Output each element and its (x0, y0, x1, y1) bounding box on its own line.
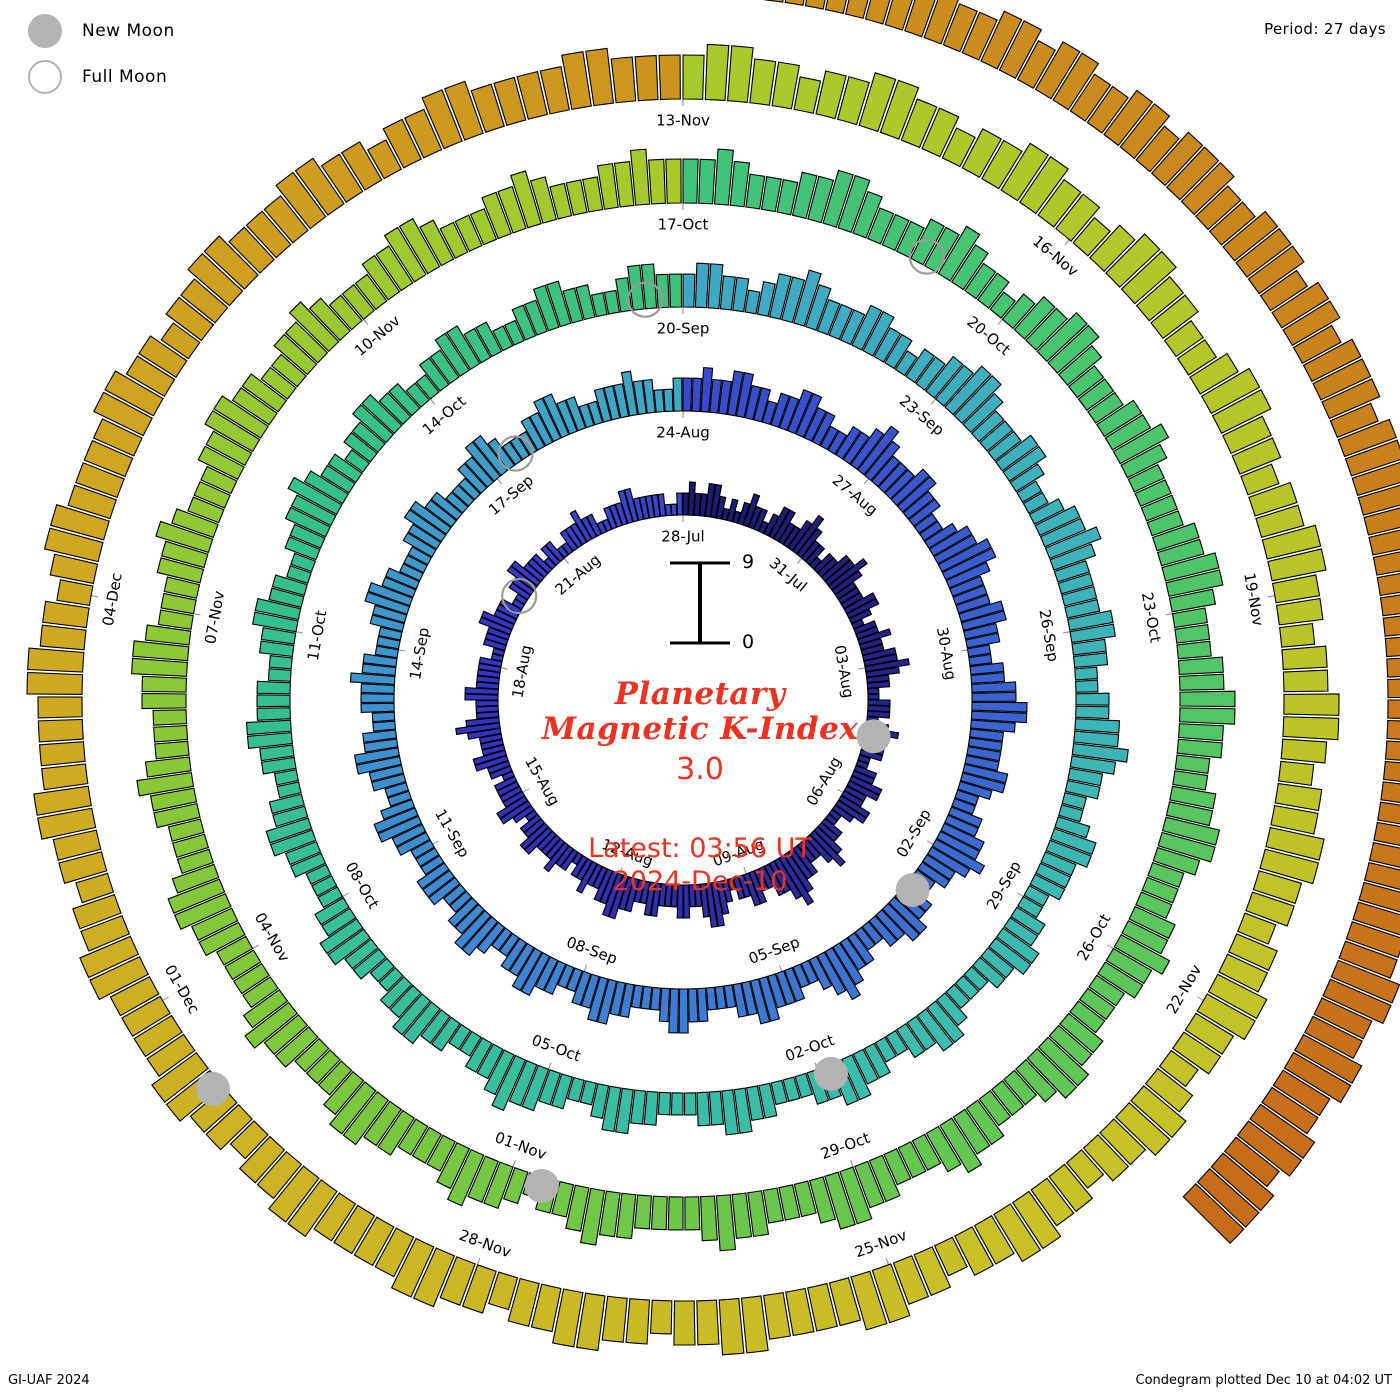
legend-label-new-moon: New Moon (82, 21, 175, 41)
kp-ring-0 (455, 481, 910, 928)
date-tick-label: 23-Oct (1138, 591, 1165, 644)
period-label: Period: 27 days (1264, 20, 1386, 38)
date-tick-label: 13-Nov (656, 112, 710, 130)
new-moon-icon (895, 872, 930, 907)
kp-bars-layer (26, 0, 1400, 1356)
new-moon-icon (813, 1056, 848, 1091)
full-moon-icon (497, 435, 534, 472)
date-tick-label: 11-Oct (304, 609, 331, 662)
kp-ring-4 (26, 43, 1340, 1356)
date-tick-label: 08-Sep (564, 933, 620, 968)
date-tick-label: 25-Nov (853, 1226, 910, 1261)
kp-ring-1 (349, 367, 1028, 1034)
date-tick-label: 05-Sep (746, 933, 802, 968)
date-tick-label: 09-Aug (710, 835, 766, 870)
kp-ring-5 (762, 0, 1400, 1245)
date-tick-label: 29-Oct (818, 1129, 872, 1163)
date-tick-label: 19-Nov (1240, 571, 1267, 627)
full-moon-icon (501, 577, 538, 615)
date-tick-label: 28-Jul (661, 528, 704, 546)
date-tick-label: 17-Oct (658, 216, 709, 234)
date-tick-label: 28-Nov (457, 1226, 514, 1261)
date-tick-label: 05-Oct (529, 1031, 583, 1065)
date-tick-label: 24-Aug (656, 424, 709, 442)
new-moon-icon (524, 1168, 559, 1203)
new-moon-icon (856, 719, 891, 754)
date-tick-label: 16-Nov (1029, 232, 1082, 280)
date-tick-label: 07-Nov (201, 589, 228, 645)
credit-right: Condegram plotted Dec 10 at 04:02 UT (1135, 1373, 1392, 1388)
kp-ring-3 (131, 148, 1236, 1252)
date-tick-label: 26-Sep (1035, 608, 1062, 663)
moon-phase-legend: New Moon Full Moon (24, 8, 284, 100)
date-tick-label: 12-Aug (599, 835, 655, 870)
date-tick-label: 30-Aug (933, 626, 960, 682)
date-tick-label: 01-Nov (492, 1128, 549, 1163)
date-tick-label: 18-Aug (508, 644, 535, 700)
date-tick-label: 03-Aug (831, 644, 858, 700)
date-tick-label: 04-Dec (99, 571, 126, 627)
date-tick-label: 20-Sep (657, 320, 710, 338)
legend-item-new-moon: New Moon (24, 8, 284, 54)
full-moon-icon (627, 281, 664, 318)
legend-label-full-moon: Full Moon (82, 67, 168, 87)
new-moon-icon (195, 1071, 230, 1106)
credit-left: GI-UAF 2024 (8, 1373, 90, 1388)
date-tick-label: 08-Oct (342, 859, 383, 912)
full-moon-icon (908, 238, 945, 275)
date-tick-label: 26-Oct (1073, 911, 1114, 964)
moon-markers-layer (195, 238, 945, 1203)
legend-item-full-moon: Full Moon (24, 54, 284, 100)
kp-ring-2 (245, 262, 1129, 1136)
full-moon-icon (28, 60, 62, 94)
new-moon-icon (28, 14, 62, 48)
date-tick-label: 14-Sep (406, 626, 433, 681)
